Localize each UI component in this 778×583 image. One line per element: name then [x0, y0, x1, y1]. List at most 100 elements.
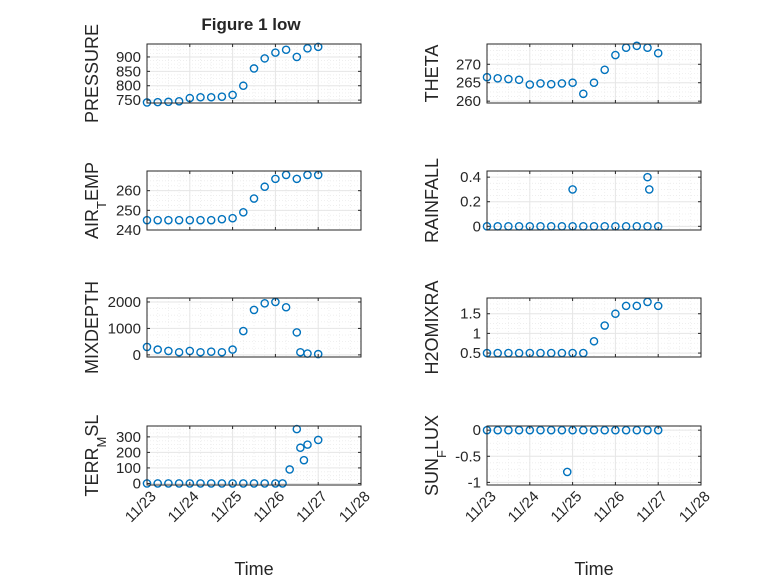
y-tick-label: -0.5 [455, 448, 481, 465]
data-point [228, 90, 237, 100]
data-point [514, 425, 524, 435]
data-point [164, 346, 173, 356]
subplot-rainfall: 0 0.2 0.4 RAINFALL [422, 158, 702, 243]
data-point [292, 328, 302, 337]
data-point [164, 97, 173, 107]
y-axis-label: RAINFALL [422, 158, 442, 243]
y-tick-label: 0.2 [460, 194, 481, 211]
data-point [249, 194, 259, 203]
data-point [632, 41, 642, 51]
data-point [206, 215, 216, 225]
y-axis-label: TERRMSL [82, 415, 109, 497]
data-point [196, 347, 205, 357]
data-point [281, 45, 291, 55]
data-point [546, 425, 556, 435]
data-point [600, 425, 610, 435]
data-point [260, 182, 270, 192]
data-point [206, 92, 216, 102]
plot-area [487, 298, 701, 357]
data-point [185, 479, 195, 488]
data-point [217, 347, 227, 357]
data-point [653, 301, 663, 311]
axes-box [146, 43, 362, 104]
data-point [153, 479, 162, 488]
y-tick-label: 800 [116, 78, 141, 95]
data-point [238, 81, 248, 91]
x-axis-label: Time [574, 559, 613, 579]
data-point [238, 207, 248, 217]
data-point [644, 185, 654, 194]
data-point [568, 185, 577, 194]
data-point [196, 92, 205, 102]
data-point [493, 73, 503, 83]
data-point [238, 326, 248, 336]
y-tick-label: 240 [116, 222, 141, 239]
plot-area [487, 426, 701, 485]
x-axis-label: Time [234, 559, 273, 579]
axes-box [146, 297, 362, 358]
data-point [600, 321, 610, 330]
plot-area [147, 44, 361, 103]
y-tick-label: 2000 [108, 294, 141, 311]
data-point [153, 97, 162, 107]
data-point [278, 479, 287, 488]
figure-title: Figure 1 low [201, 15, 301, 34]
y-tick-label: 0.4 [460, 169, 481, 186]
y-axis-label: MIXDEPTH [82, 281, 102, 374]
subplot-h2omixra: 0.5 1 1.5 H2OMIXRA [422, 280, 702, 375]
y-tick-label: 260 [116, 183, 141, 200]
data-point [206, 479, 216, 488]
y-tick-label: 100 [116, 460, 141, 477]
subplot-air-temp: 240 250 260 AIRTEMP [82, 162, 362, 239]
y-axis-label: THETA [422, 45, 442, 103]
data-point [174, 215, 184, 225]
data-point [621, 301, 631, 311]
data-point [557, 425, 567, 435]
plot-area [487, 44, 701, 103]
data-point [611, 309, 620, 319]
data-point [621, 425, 631, 435]
data-point [260, 54, 270, 63]
data-point [153, 215, 162, 225]
data-point [504, 425, 513, 435]
data-point [546, 79, 556, 89]
data-point [217, 479, 227, 488]
subplot-mixdepth: 0 1000 2000 MIXDEPTH [82, 281, 362, 374]
data-point [313, 42, 323, 52]
y-tick-label: 250 [116, 202, 141, 219]
data-point [303, 44, 312, 53]
data-point [217, 214, 227, 224]
y-tick-label: 0 [133, 475, 141, 492]
data-point [557, 79, 567, 88]
y-tick-label: 0 [473, 422, 481, 439]
data-point [313, 435, 323, 445]
data-point [285, 465, 294, 474]
data-point [525, 80, 535, 89]
plot-area [147, 171, 361, 230]
data-point [653, 48, 663, 58]
data-point [303, 440, 312, 449]
axes-box [486, 297, 702, 358]
axes-box [486, 43, 702, 104]
y-tick-label: 300 [116, 429, 141, 446]
data-point [504, 74, 513, 84]
data-point [589, 425, 599, 435]
data-point [228, 345, 237, 354]
y-tick-label: -1 [468, 474, 481, 491]
data-point [292, 52, 302, 62]
data-point [493, 425, 503, 435]
y-tick-label: 850 [116, 63, 141, 80]
y-axis-label: H2OMIXRA [422, 280, 442, 374]
y-tick-label: 0 [133, 347, 141, 364]
data-point [632, 425, 642, 435]
data-point [296, 443, 305, 453]
data-point [536, 425, 545, 435]
data-point [632, 301, 642, 311]
y-tick-label: 0.5 [460, 345, 481, 362]
y-axis-label: SUNFLUX [422, 415, 449, 496]
data-point [174, 96, 184, 106]
